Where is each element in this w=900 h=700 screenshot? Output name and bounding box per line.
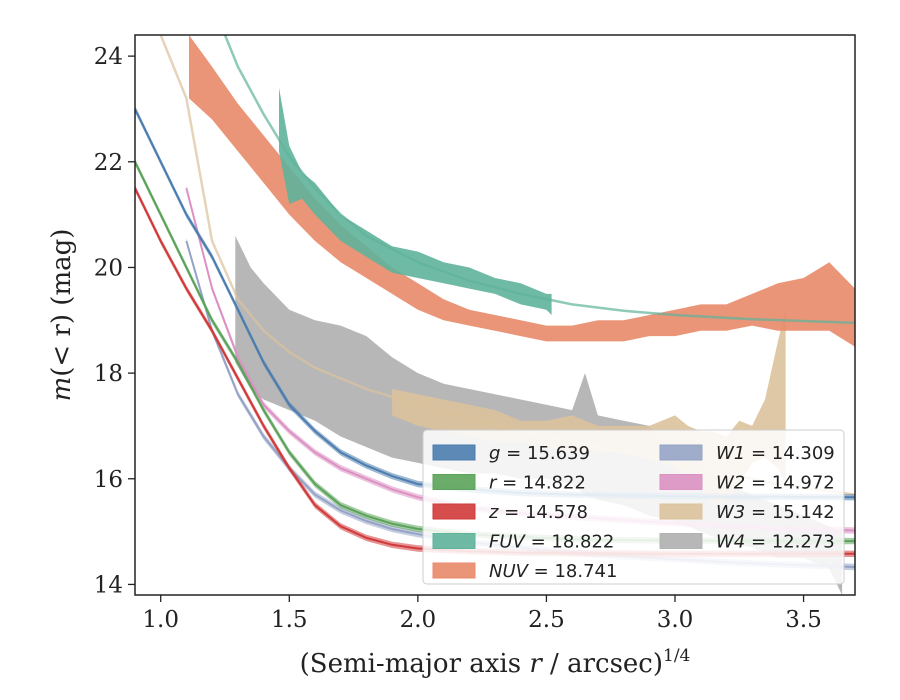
legend-label-fuv: FUV = 18.822 [489,532,614,553]
legend-swatch-g [432,444,476,461]
x-tick-label: 2.0 [400,607,437,633]
legend-label-w2: W2 = 14.972 [716,473,835,494]
y-axis-label: m(< r) (mag) [47,229,77,402]
x-tick-label: 3.0 [657,607,694,633]
legend-swatch-w3 [659,503,703,520]
legend-swatch-z [432,503,476,520]
series-nuv-band [189,35,855,347]
legend-label-w4: W4 = 12.273 [716,532,835,553]
legend-swatch-nuv [432,562,476,579]
y-tick-label: 24 [94,44,123,70]
x-tick-label: 3.5 [785,607,822,633]
legend: g = 15.639 r = 14.822 z = 14.578 FUV = 18.8… [422,429,845,585]
y-tick-label: 22 [94,150,123,176]
legend-label-w1: W1 = 14.309 [716,443,835,464]
x-tick-label: 1.0 [142,607,179,633]
legend-label-z: z = 14.578 [488,502,588,523]
legend-label-g: g = 15.639 [489,443,590,464]
plot-frame [134,34,856,596]
axis-ticks: 1.0 1.5 2.0 2.5 3.0 3.5 14 16 18 20 22 24 [94,44,822,633]
x-tick-label: 2.5 [528,607,565,633]
legend-swatch-w2 [659,474,703,490]
series-fuv-band [279,87,552,315]
y-tick-label: 18 [94,361,123,387]
y-tick-label: 14 [94,572,123,598]
legend-swatch-w1 [659,444,703,461]
legend-swatch-fuv [432,533,476,549]
legend-label-w3: W3 = 15.142 [716,502,835,523]
legend-label-nuv: NUV = 18.741 [489,561,617,582]
y-tick-label: 16 [94,467,123,493]
y-tick-label: 20 [94,255,123,281]
legend-swatch-w4 [659,533,703,549]
legend-box [422,429,845,585]
legend-label-r: r = 14.822 [489,473,586,494]
legend-swatch-r [432,474,476,490]
x-axis-label: (Semi-major axis r / arcsec)1/4 [300,646,691,679]
x-tick-label: 1.5 [271,607,308,633]
